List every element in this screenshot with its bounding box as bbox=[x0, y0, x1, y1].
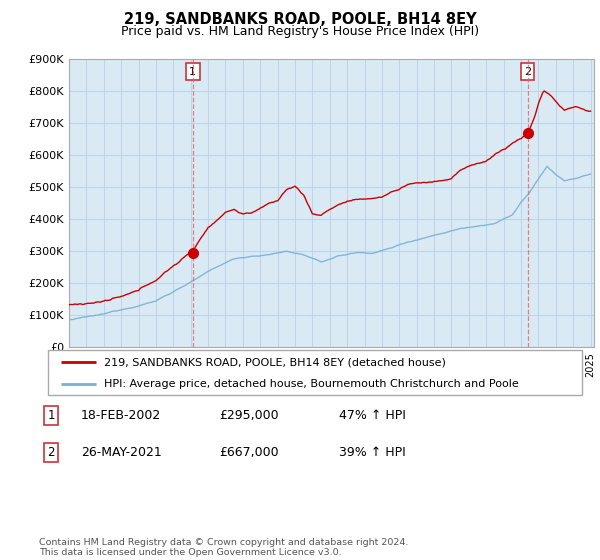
FancyBboxPatch shape bbox=[48, 350, 582, 395]
Text: 219, SANDBANKS ROAD, POOLE, BH14 8EY (detached house): 219, SANDBANKS ROAD, POOLE, BH14 8EY (de… bbox=[104, 357, 446, 367]
Text: 47% ↑ HPI: 47% ↑ HPI bbox=[339, 409, 406, 422]
Text: 2: 2 bbox=[47, 446, 55, 459]
Text: £295,000: £295,000 bbox=[219, 409, 278, 422]
Text: 219, SANDBANKS ROAD, POOLE, BH14 8EY: 219, SANDBANKS ROAD, POOLE, BH14 8EY bbox=[124, 12, 476, 27]
Text: 18-FEB-2002: 18-FEB-2002 bbox=[81, 409, 161, 422]
Text: Contains HM Land Registry data © Crown copyright and database right 2024.
This d: Contains HM Land Registry data © Crown c… bbox=[39, 538, 409, 557]
Text: Price paid vs. HM Land Registry's House Price Index (HPI): Price paid vs. HM Land Registry's House … bbox=[121, 25, 479, 38]
Text: 2: 2 bbox=[524, 67, 531, 77]
Text: HPI: Average price, detached house, Bournemouth Christchurch and Poole: HPI: Average price, detached house, Bour… bbox=[104, 380, 519, 390]
Text: 26-MAY-2021: 26-MAY-2021 bbox=[81, 446, 162, 459]
Text: 1: 1 bbox=[47, 409, 55, 422]
Text: 1: 1 bbox=[189, 67, 196, 77]
Text: £667,000: £667,000 bbox=[219, 446, 278, 459]
Text: 39% ↑ HPI: 39% ↑ HPI bbox=[339, 446, 406, 459]
